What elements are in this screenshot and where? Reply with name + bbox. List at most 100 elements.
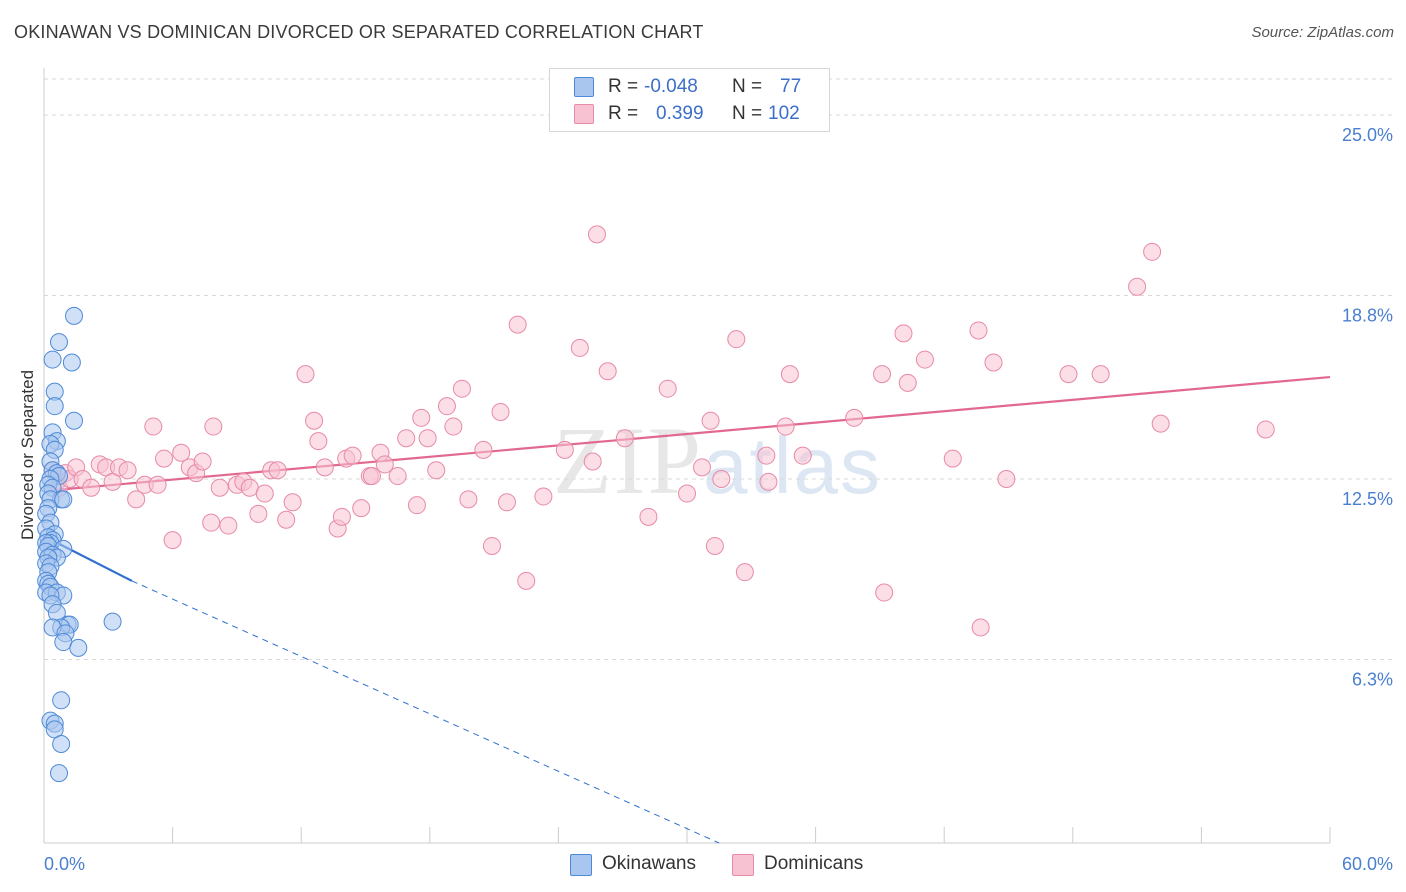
dominican-point (118, 461, 137, 480)
tick-labels: 6.3% 12.5% 18.8% 25.0% 0.0% 60.0% (44, 125, 1393, 874)
dominican-point (474, 440, 493, 459)
legend-label: Okinawans (602, 853, 696, 874)
y-tick-label: 18.8% (1342, 306, 1393, 326)
okinawan-point (50, 764, 69, 783)
dominican-point (148, 475, 167, 494)
dominican-point (534, 487, 553, 506)
dominican-point (1143, 242, 1162, 261)
dominican-point (193, 452, 212, 471)
dominican-point (587, 225, 606, 244)
dominican-point (219, 516, 238, 535)
dominican-point (332, 507, 351, 526)
dominican-point (517, 571, 536, 590)
dominican-point (412, 408, 431, 427)
dominican-point (155, 449, 174, 468)
dominican-point (678, 484, 696, 503)
dominican-point (204, 417, 223, 436)
gridlines (44, 78, 1392, 661)
axes (43, 68, 1331, 844)
legend-r-value: -0.048 (644, 76, 698, 97)
dominican-point (943, 449, 962, 468)
okinawan-point (62, 353, 81, 372)
dominican-point (570, 338, 589, 357)
y-tick-label: 6.3% (1352, 670, 1393, 690)
dominican-point (875, 583, 894, 602)
dominican-point (305, 411, 324, 430)
dominican-point (997, 469, 1016, 488)
dominican-point (315, 458, 334, 477)
okinawan-point (54, 490, 73, 509)
dominican-point (491, 402, 510, 421)
dominican-point (1091, 365, 1110, 384)
dominican-point (427, 461, 446, 480)
dominican-point (375, 455, 394, 474)
okinawan-point (52, 691, 71, 710)
dominican-point (418, 429, 437, 448)
x-tick-label: 60.0% (1342, 854, 1393, 874)
dominican-point (701, 411, 720, 430)
dominican-swatch (574, 104, 594, 124)
legend-n-label: N = (732, 103, 763, 124)
dominican-point (873, 365, 892, 384)
dominican-point (240, 478, 259, 497)
dominican-point (969, 321, 988, 340)
dominican-point (615, 429, 634, 448)
legend-r-label: R = (608, 103, 639, 124)
trend-lines (45, 375, 1331, 844)
okinawan-point (103, 612, 122, 631)
dominican-point (397, 429, 416, 448)
dominican-point (555, 440, 574, 459)
dominican-trend-line (48, 375, 1331, 492)
dominican-point (583, 452, 602, 471)
dominican-point (172, 443, 191, 462)
dominican-point (1256, 420, 1275, 439)
dominican-point (452, 379, 471, 398)
dominican-point (1151, 414, 1170, 433)
dominican-point (757, 446, 776, 465)
source-label: Source: ZipAtlas.com (1251, 24, 1394, 41)
dominican-point (268, 461, 287, 480)
dominican-point (894, 324, 913, 343)
dominican-point (459, 490, 478, 509)
dominican-point (735, 563, 754, 582)
watermark-atlas: atlas (703, 421, 882, 510)
dominican-point (508, 315, 527, 334)
data-points (37, 225, 1275, 783)
y-axis-label: Divorced or Separated (18, 370, 37, 540)
dominican-point (1059, 365, 1078, 384)
dominican-point (437, 397, 456, 416)
dominican-point (309, 432, 328, 451)
dominican-point (277, 510, 296, 529)
legend-n-value: 102 (768, 103, 800, 124)
dominican-point (343, 446, 362, 465)
dominican-point (971, 618, 990, 637)
dominican-point (658, 379, 677, 398)
dominican-point (898, 373, 917, 392)
dominican-point (984, 353, 1003, 372)
okinawan-point (45, 397, 64, 416)
dominican-point (693, 458, 712, 477)
dominican-point (712, 469, 731, 488)
dominican-point (255, 484, 274, 503)
dominican-point (352, 499, 371, 518)
y-tick-label: 25.0% (1342, 125, 1393, 145)
okinawan-swatch (574, 77, 594, 97)
watermark: ZIPatlas (553, 405, 882, 516)
legend-label: Dominicans (764, 853, 864, 874)
dominican-point (202, 513, 221, 532)
dominican-point (598, 362, 617, 381)
dominican-point (727, 330, 746, 349)
dominican-point (780, 365, 799, 384)
correlation-legend: R = -0.048 N = 77 R = 0.399 N = 102 (549, 68, 830, 132)
dominican-point (388, 467, 407, 486)
okinawan-point (69, 638, 88, 657)
dominican-point (249, 504, 268, 523)
dominican-point (407, 496, 426, 515)
dominican-point (915, 350, 934, 369)
dominican-point (497, 493, 516, 512)
chart-title: OKINAWAN VS DOMINICAN DIVORCED OR SEPARA… (14, 22, 704, 42)
dominican-point (793, 446, 812, 465)
dominican-point (163, 531, 182, 550)
legend-n-value: 77 (780, 76, 802, 97)
